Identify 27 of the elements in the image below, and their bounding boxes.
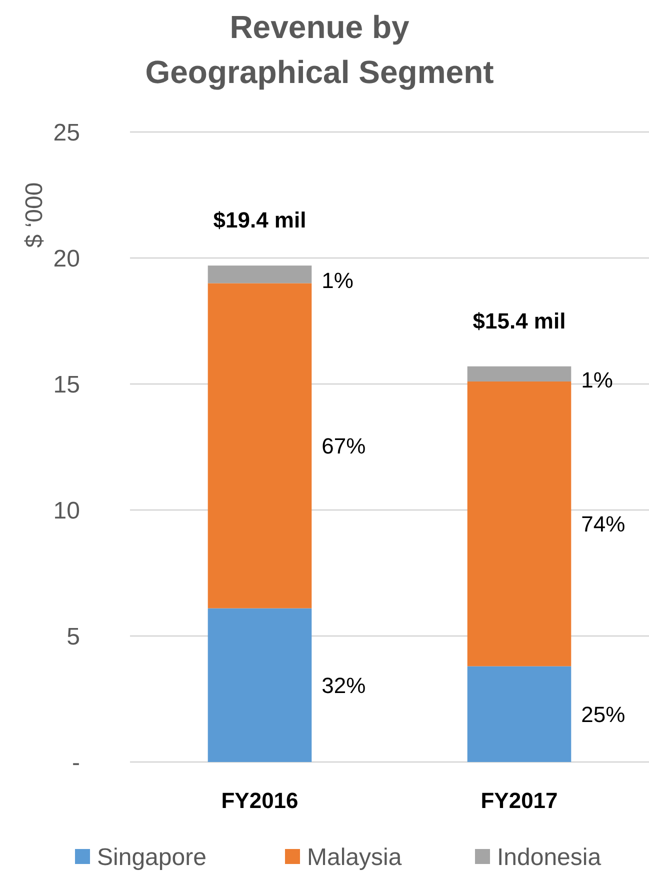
annotation: $19.4 mil [213, 208, 306, 233]
annotation: $15.4 mil [472, 308, 566, 334]
y-axis-title: $ ‘000 [21, 182, 48, 248]
bar [208, 283, 312, 608]
y-tick-label: 10 [53, 497, 80, 524]
legend-label: Malaysia [307, 844, 402, 871]
bar [467, 666, 572, 762]
y-tick-label: 15 [53, 371, 80, 398]
x-tick-label: FY2017 [480, 788, 558, 813]
y-tick-label: 25 [53, 119, 80, 146]
annotation: 74% [581, 512, 626, 537]
bar [208, 266, 312, 284]
y-tick-label: 20 [53, 245, 80, 272]
x-tick-label: FY2016 [221, 788, 298, 813]
bar [208, 608, 312, 762]
y-tick-label: - [72, 749, 80, 776]
y-tick-label: 5 [66, 623, 80, 650]
annotation: 67% [322, 433, 366, 458]
chart-title: Revenue by Geographical Segment [145, 9, 494, 90]
annotation: 1% [581, 368, 613, 393]
bar [467, 381, 572, 666]
bar [467, 366, 572, 382]
annotation: 25% [581, 702, 626, 727]
annotation: 32% [322, 672, 366, 698]
legend-label: Indonesia [497, 844, 602, 871]
legend-label: Singapore [97, 844, 206, 871]
annotation: 1% [322, 268, 354, 294]
